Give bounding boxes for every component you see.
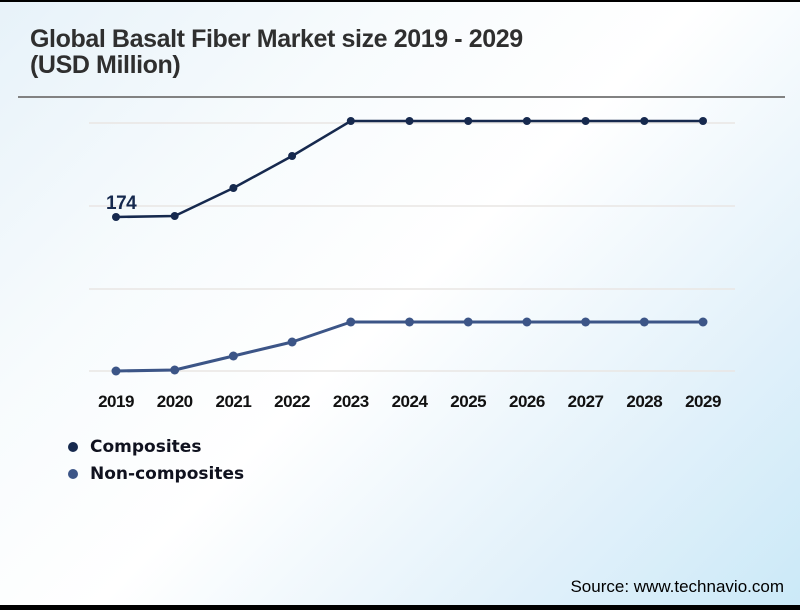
legend-label-composites: Composites (90, 437, 202, 457)
x-axis-label: 2025 (450, 392, 486, 411)
legend-item-non-composites: Non-composites (68, 464, 244, 484)
page-title: Global Basalt Fiber Market size 2019 - 2… (30, 26, 670, 78)
non-composites-marker (522, 317, 532, 327)
legend-dot-composites-icon (68, 442, 78, 452)
x-axis-label: 2020 (157, 392, 193, 411)
x-axis-label: 2023 (333, 392, 369, 411)
x-axis-label: 2024 (392, 392, 429, 411)
non-composites-marker (405, 317, 414, 327)
composites-marker (229, 184, 238, 192)
non-composites-marker (228, 351, 238, 361)
title-divider (18, 96, 785, 98)
composites-marker (288, 152, 297, 160)
composites-marker (464, 117, 473, 125)
legend-dot-non-composites-icon (68, 469, 78, 479)
legend-label-non-composites: Non-composites (90, 464, 245, 484)
x-axis-label: 2027 (568, 392, 604, 411)
composites-marker (112, 213, 120, 221)
non-composites-marker (346, 317, 356, 327)
composites-marker (640, 117, 649, 125)
non-composites-marker (463, 317, 473, 327)
market-size-chart: 174 2019 2020 2021 2022 2023 2024 2025 2026 2027 2… (89, 117, 735, 411)
non-composites-line (115, 320, 703, 373)
x-axis-label: 2028 (626, 392, 662, 411)
composites-line (115, 119, 703, 219)
source-text: Source: www.technavio.com (570, 577, 784, 596)
composites-marker (170, 212, 179, 220)
composites-marker (346, 117, 355, 125)
non-composites-marker (170, 365, 180, 375)
x-axis-label: 2019 (98, 392, 134, 411)
non-composites-marker (639, 317, 649, 327)
x-axis-label: 2022 (274, 392, 310, 411)
x-axis-label: 2026 (509, 392, 545, 411)
composites-marker (699, 117, 707, 125)
chart-legend: Composites Non-composites (68, 437, 244, 491)
legend-item-composites: Composites (68, 437, 244, 457)
non-composites-marker (287, 337, 297, 347)
composites-marker (522, 117, 531, 125)
non-composites-marker (581, 317, 591, 327)
non-composites-marker (111, 366, 121, 376)
page-title-line2: (USD Million) (30, 51, 181, 79)
x-axis-label: 2029 (685, 392, 721, 411)
composites-marker (405, 117, 414, 125)
non-composites-marker (698, 317, 708, 327)
x-axis-label: 2021 (215, 392, 251, 411)
page-title-line1: Global Basalt Fiber Market size 2019 - 2… (30, 25, 523, 53)
composites-marker (581, 117, 590, 125)
data-label: 174 (106, 193, 137, 214)
